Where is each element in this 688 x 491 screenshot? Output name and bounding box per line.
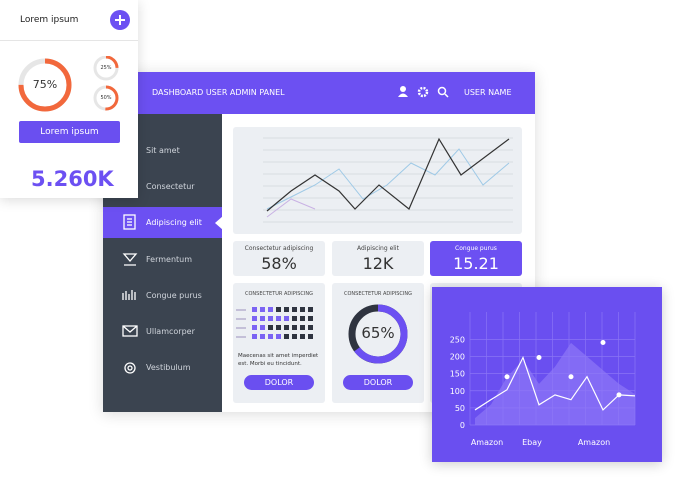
header-title: DASHBOARD USER ADMIN PANEL <box>152 88 285 97</box>
menu-item[interactable]: Adipiscing elit <box>146 218 202 227</box>
dot <box>300 316 305 321</box>
dot <box>268 307 273 312</box>
chart: 0 50 100 150 200 250 Amazon Ebay Amazon <box>450 312 636 447</box>
dot <box>308 307 313 312</box>
dot-matrix <box>236 307 313 339</box>
marker <box>568 374 574 380</box>
dot <box>276 307 281 312</box>
stat-label: Adipiscing elit <box>357 245 399 252</box>
marker <box>536 355 542 361</box>
marker <box>504 374 510 380</box>
menu-item[interactable]: Consectetur <box>146 182 195 191</box>
dot <box>268 334 273 339</box>
stat-value: 15.21 <box>453 254 499 273</box>
stat-box <box>430 241 522 276</box>
dot <box>276 316 281 321</box>
dot <box>308 334 313 339</box>
line-panel-chart <box>263 137 513 223</box>
dot <box>300 325 305 330</box>
dot <box>252 325 257 330</box>
row-label <box>236 327 246 329</box>
card-title: Lorem ipsum <box>20 15 79 25</box>
dot <box>268 325 273 330</box>
dot <box>292 316 297 321</box>
y-tick-label: 150 <box>450 370 465 379</box>
panel-title: CONSECTETUR ADIPISCING <box>245 291 313 297</box>
panel-title: CONSECTETUR ADIPISCING <box>344 291 412 297</box>
card-total: 5.260K <box>31 167 114 191</box>
progress-donut <box>348 304 408 364</box>
stat-label: Congue purus <box>455 245 497 252</box>
dot <box>252 307 257 312</box>
dot <box>284 334 289 339</box>
y-tick-label: 100 <box>450 387 465 396</box>
x-tick-label: Ebay <box>522 438 542 447</box>
dot <box>260 307 265 312</box>
area <box>475 342 635 425</box>
active-arrow <box>215 216 223 230</box>
dot <box>292 325 297 330</box>
dot <box>284 307 289 312</box>
y-tick-label: 50 <box>455 404 465 413</box>
donut-value: 65% <box>361 324 395 342</box>
small-donut-label: 25% <box>100 65 112 71</box>
row-label <box>236 318 246 320</box>
x-tick-label: Amazon <box>471 438 503 447</box>
line <box>474 355 636 411</box>
divider <box>0 40 138 41</box>
dot <box>308 325 313 330</box>
menu-item[interactable]: Congue purus <box>146 291 202 300</box>
dot <box>292 334 297 339</box>
dot <box>284 316 289 321</box>
menu-item[interactable]: Vestibulum <box>146 363 191 372</box>
dot <box>252 316 257 321</box>
dot <box>300 334 305 339</box>
header-icons <box>398 86 449 98</box>
menu-icons <box>122 214 138 374</box>
dot <box>292 307 297 312</box>
card-button[interactable]: Lorem ipsum <box>19 121 120 143</box>
marker <box>600 339 606 345</box>
row-label <box>236 336 246 338</box>
header <box>103 72 535 114</box>
dot <box>260 316 265 321</box>
user-name[interactable]: USER NAME <box>464 88 512 97</box>
add-button[interactable] <box>108 8 132 32</box>
dot <box>276 334 281 339</box>
dot <box>268 316 273 321</box>
menu-item[interactable]: Fermentum <box>146 255 193 264</box>
row-label <box>236 309 246 311</box>
stat-label: Consectetur adipiscing <box>244 245 314 252</box>
stat-box <box>233 241 325 276</box>
donut-label: 75% <box>32 78 58 91</box>
button[interactable]: DOLOR <box>343 375 413 390</box>
dot <box>252 334 257 339</box>
menu-item[interactable]: Sit amet <box>146 146 180 155</box>
dot <box>308 316 313 321</box>
small-donut-label: 50% <box>100 95 112 101</box>
y-tick-label: 0 <box>460 421 465 430</box>
stat-value: 58% <box>261 254 297 273</box>
dot <box>260 334 265 339</box>
marker <box>616 392 622 398</box>
menu-item[interactable]: Ullamcorper <box>146 327 195 336</box>
dot <box>276 325 281 330</box>
dot <box>300 307 305 312</box>
stat-value: 12K <box>362 254 394 273</box>
panel-text: Maecenas sit amet imperdiet est. Morbi e… <box>238 353 319 367</box>
dot <box>284 325 289 330</box>
y-tick-label: 200 <box>450 353 465 362</box>
button[interactable]: DOLOR <box>244 375 314 390</box>
y-tick-label: 250 <box>450 335 465 344</box>
sidebar-active <box>103 207 222 238</box>
dot <box>260 325 265 330</box>
stat-box <box>332 241 424 276</box>
card-donuts <box>18 56 119 112</box>
line-panel <box>233 127 522 234</box>
x-tick-label: Amazon <box>578 438 610 447</box>
